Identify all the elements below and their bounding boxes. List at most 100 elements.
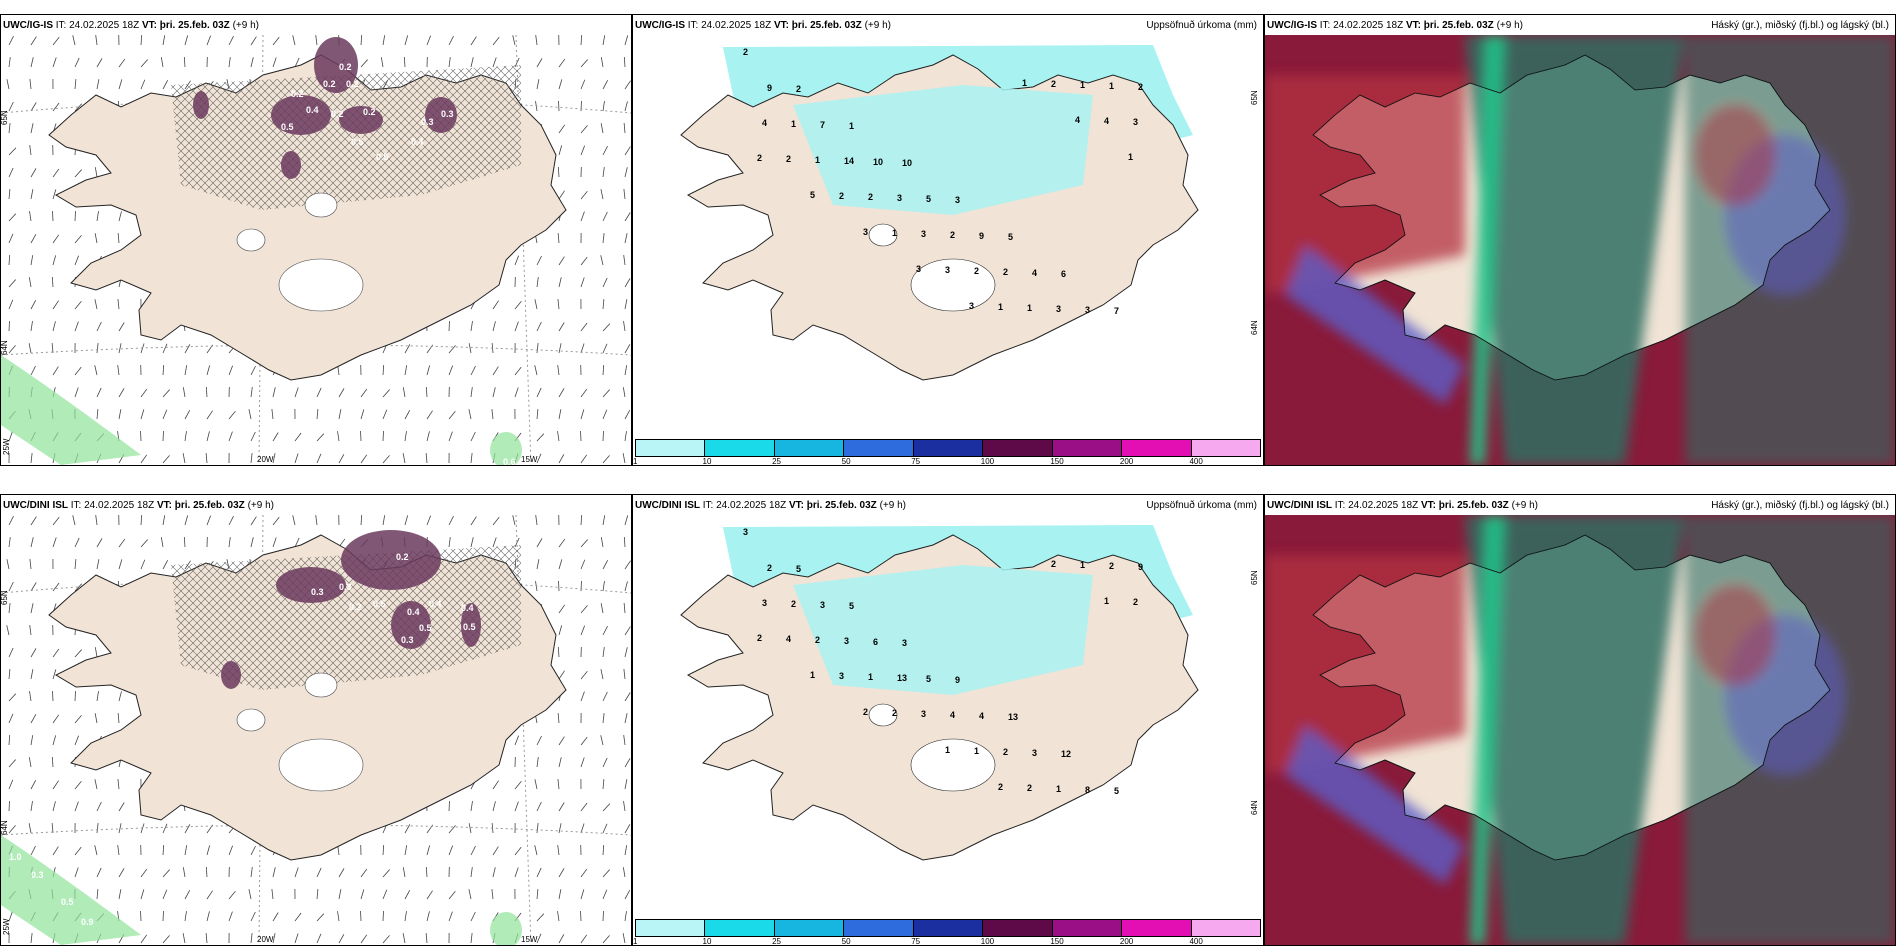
lat-label: 25W bbox=[2, 918, 11, 935]
precip-value-label: 3 bbox=[762, 598, 767, 608]
colorbar-cell bbox=[1052, 920, 1123, 936]
precip-cell bbox=[314, 37, 358, 93]
high-cloud bbox=[1695, 585, 1775, 685]
wind-value-label: 0.3 bbox=[441, 109, 454, 119]
colorbar-tick: 200 bbox=[1119, 937, 1134, 946]
precip-value-label: 3 bbox=[743, 527, 748, 537]
precip-value-label: 4 bbox=[950, 710, 955, 720]
precip-value-label: 4 bbox=[1104, 116, 1109, 126]
precip-value-label: 2 bbox=[757, 633, 762, 643]
precip-value-label: 4 bbox=[1032, 268, 1037, 278]
precip-value-label: 1 bbox=[810, 670, 815, 680]
cloud-edge bbox=[1470, 35, 1505, 465]
precip-value-label: 2 bbox=[974, 266, 979, 276]
precip-value-label: 6 bbox=[1061, 269, 1066, 279]
glacier bbox=[236, 228, 266, 252]
precip-value-label: 2 bbox=[868, 192, 873, 202]
precip-cell bbox=[193, 91, 209, 119]
precip-value-label: 3 bbox=[839, 671, 844, 681]
high-cloud bbox=[1265, 555, 1465, 775]
colorbar-cell bbox=[1191, 920, 1260, 936]
wind-value-label: 0.2 bbox=[349, 602, 362, 612]
wind-value-label: 0.3 bbox=[339, 582, 352, 592]
wind-map: 0.20.2 0.20.40.20.2 0.20.50.5 0.40.30.50.30… bbox=[1, 35, 631, 465]
precip-value-label: 1 bbox=[892, 228, 897, 238]
precip-value-label: 5 bbox=[1008, 232, 1013, 242]
colorbar-cell bbox=[774, 440, 845, 456]
colorbar-tick: 75 bbox=[911, 457, 921, 466]
colorbar-cell bbox=[636, 920, 706, 936]
colorbar-cell bbox=[774, 920, 845, 936]
precip-value-label: 9 bbox=[979, 231, 984, 241]
precip-value-label: 13 bbox=[1008, 712, 1018, 722]
wind-value-label: 0.5 bbox=[463, 622, 476, 632]
precip-value-label: 2 bbox=[743, 47, 748, 57]
wind-value-label: 0.4 bbox=[407, 607, 420, 617]
wind-value-label: 0.3 bbox=[421, 117, 434, 127]
wind-value-label: 0.6 bbox=[503, 457, 516, 465]
coastline bbox=[1312, 534, 1831, 861]
wind-value-label: 0.5 bbox=[373, 599, 386, 609]
colorbar-tick: 10 bbox=[702, 457, 712, 466]
colorbar-cell bbox=[1122, 920, 1192, 936]
precip-colorbar: 1 10 25 50 75 100 150 200 400 bbox=[633, 915, 1263, 945]
mid-cloud-band bbox=[1465, 35, 1685, 465]
precip-cell bbox=[425, 97, 457, 133]
precip-cell bbox=[221, 661, 241, 689]
precip-value-label: 4 bbox=[979, 711, 984, 721]
precip-value-label: 2 bbox=[757, 153, 762, 163]
precip-value-label: 6 bbox=[873, 637, 878, 647]
precip-map: 3553913125236543892313421232131212432122… bbox=[680, 525, 1259, 861]
precip-value-label: 5 bbox=[796, 564, 801, 574]
wind-value-label: 0.2 bbox=[331, 109, 344, 119]
hatched-area bbox=[171, 545, 521, 690]
precip-value-label: 4 bbox=[762, 118, 767, 128]
wind-value-label: 0.5 bbox=[351, 137, 364, 147]
precip-value-label: 3 bbox=[921, 229, 926, 239]
precip-value-label: 1 bbox=[868, 672, 873, 682]
precip-cell bbox=[339, 106, 383, 134]
colorbar-tick: 75 bbox=[911, 937, 921, 946]
precip-cell bbox=[271, 95, 331, 135]
precip-area bbox=[793, 565, 1093, 695]
precip-value-label: 1 bbox=[1080, 80, 1085, 90]
precip-value-label: 9 bbox=[767, 83, 772, 93]
wind-panel-top: UWC/IG-IS IT: 24.02.2025 18Z VT: þri. 25… bbox=[0, 14, 632, 466]
precip-value-label: 7 bbox=[820, 120, 825, 130]
precip-panel-top: UWC/IG-IS IT: 24.02.2025 18Z VT: þri. 25… bbox=[632, 14, 1264, 466]
sea-precip bbox=[490, 912, 522, 945]
precip-value-label: 2 bbox=[839, 191, 844, 201]
precip-value-label: 1 bbox=[849, 121, 854, 131]
precip-value-label: 4 bbox=[1075, 115, 1080, 125]
lat-label: 64N bbox=[1250, 800, 1259, 815]
cloud-panel-bottom: UWC/DINI ISL IT: 24.02.2025 18Z VT: þri.… bbox=[1264, 494, 1896, 946]
precip-value-label: 1 bbox=[1080, 560, 1085, 570]
colorbar-tick: 25 bbox=[772, 457, 782, 466]
cloud-edge bbox=[1470, 515, 1505, 945]
precip-value-label: 2 bbox=[1003, 747, 1008, 757]
precip-value-label: 5 bbox=[1114, 786, 1119, 796]
precip-value-label: 3 bbox=[969, 301, 974, 311]
precip-value-label: 7 bbox=[1114, 306, 1119, 316]
precip-map: 2211035679710594321143223141232113221312… bbox=[680, 45, 1259, 381]
cloud-map bbox=[1265, 35, 1895, 465]
precip-value-label: 1 bbox=[791, 119, 796, 129]
precip-value-label: 2 bbox=[892, 708, 897, 718]
wind-value-label: 0.4 bbox=[429, 599, 442, 609]
colorbar-tick: 25 bbox=[772, 937, 782, 946]
glacier bbox=[304, 672, 338, 698]
sea-precip bbox=[1, 835, 141, 945]
colorbar-cell bbox=[1122, 440, 1192, 456]
precip-value-label: 3 bbox=[897, 193, 902, 203]
lat-label: 64N bbox=[1250, 320, 1259, 335]
precip-value-label: 1 bbox=[1027, 303, 1032, 313]
precip-value-label: 2 bbox=[1051, 559, 1056, 569]
precip-value-label: 12 bbox=[1061, 749, 1071, 759]
low-cloud-blue bbox=[1285, 245, 1465, 405]
wind-value-label: 0.5 bbox=[376, 152, 389, 162]
lon-label: 15W bbox=[521, 455, 538, 464]
lon-label: 20W bbox=[257, 455, 274, 464]
wind-value-label: 0.9 bbox=[81, 917, 94, 927]
wind-value-label: 0.2 bbox=[323, 79, 336, 89]
precip-value-label: 5 bbox=[810, 190, 815, 200]
